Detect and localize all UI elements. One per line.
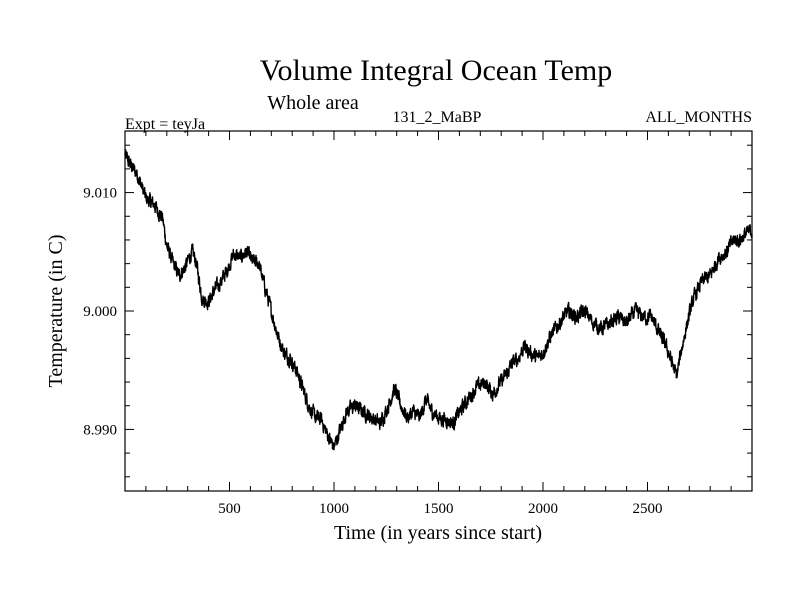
- temperature-series-line: [124, 149, 753, 451]
- y-tick-label: 9.000: [83, 304, 117, 320]
- axis-ticks: [125, 131, 752, 491]
- x-tick-label: 500: [218, 501, 241, 517]
- run-label: 131_2_MaBP: [393, 109, 482, 126]
- chart-subtitle: Whole area: [267, 92, 359, 114]
- plot-frame: [124, 130, 753, 492]
- x-axis-label: Time (in years since start): [334, 522, 542, 544]
- experiment-label: Expt = teyJa: [125, 116, 205, 133]
- y-tick-label: 9.010: [83, 186, 117, 202]
- x-tick-label: 1500: [424, 501, 454, 517]
- data-series: [124, 149, 753, 451]
- x-tick-label: 2500: [633, 501, 663, 517]
- chart-title: Volume Integral Ocean Temp: [260, 54, 613, 87]
- x-tick-label: 2000: [528, 501, 558, 517]
- tick-labels: 500 1000 1500 2000 2500 8.990 9.000 9.010: [83, 186, 662, 517]
- y-tick-label: 8.990: [83, 422, 117, 438]
- months-label: ALL_MONTHS: [645, 109, 752, 126]
- y-axis-label: Temperature (in C): [45, 235, 67, 388]
- x-tick-label: 1000: [319, 501, 349, 517]
